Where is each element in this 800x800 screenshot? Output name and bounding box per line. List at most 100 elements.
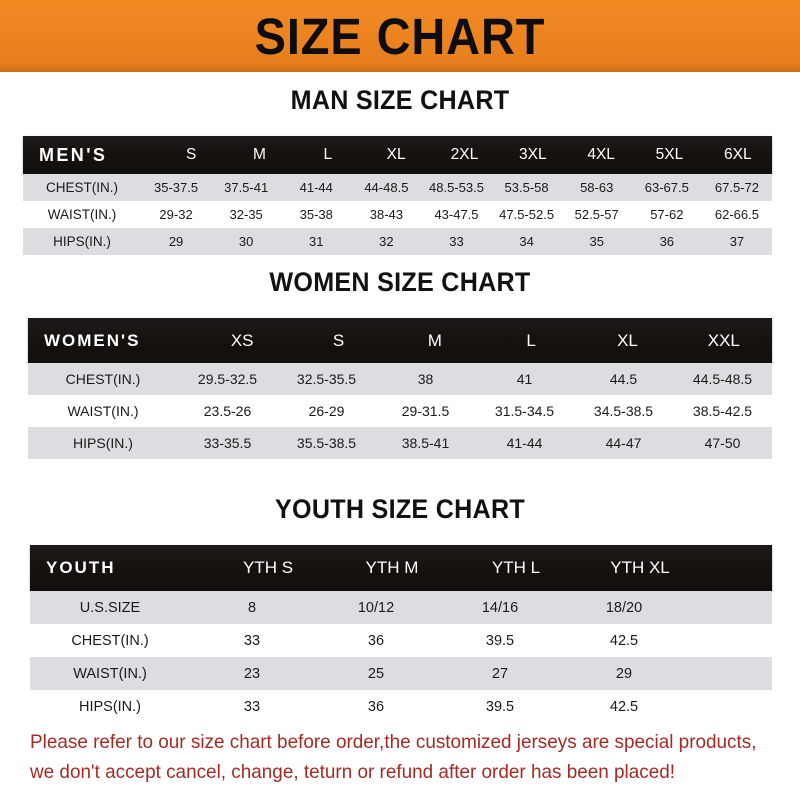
- order-policy-note: Please refer to our size chart before or…: [30, 727, 756, 787]
- men-hips-l: 31: [309, 234, 324, 249]
- youth-chest-s: 33: [243, 632, 261, 649]
- women-size-header-xs: XS: [230, 330, 254, 350]
- women-size-header-xxl: XXL: [707, 330, 740, 350]
- youth-us-size-s: 8: [247, 599, 257, 616]
- women-size-header-s: S: [332, 330, 345, 350]
- youth-chest-l: 39.5: [485, 632, 515, 649]
- men-waist-3xl: 47.5-52.5: [499, 207, 555, 222]
- women-hips-s: 35.5-38.5: [296, 435, 357, 451]
- women-hips-xl: 44-47: [605, 435, 642, 451]
- women-chest-l: 41: [516, 371, 533, 387]
- table-row: WAIST(IN.) 29-32 32-35 35-38 38-43 43-47…: [23, 201, 772, 228]
- women-hips-xs: 33-35.5: [203, 435, 252, 451]
- youth-us-size-m: 10/12: [357, 599, 395, 616]
- men-waist-6xl: 62-66.5: [714, 207, 759, 222]
- women-size-header-l: L: [526, 330, 536, 350]
- table-row: CHEST(IN.) 29.5-32.5 32.5-35.5 38 41 44.…: [28, 363, 772, 395]
- table-row: CHEST(IN.) 33 36 39.5 42.5: [30, 624, 772, 657]
- table-row: CHEST(IN.) 35-37.5 37.5-41 41-44 44-48.5…: [23, 174, 772, 201]
- women-row-label-waist: WAIST(IN.): [67, 403, 139, 419]
- youth-size-header-l: YTH L: [491, 558, 541, 577]
- women-row-label-chest: CHEST(IN.): [65, 371, 141, 387]
- men-size-header-2xl: 2XL: [450, 146, 479, 163]
- men-waist-s: 29-32: [159, 207, 193, 222]
- men-section-title: MAN SIZE CHART: [290, 85, 510, 115]
- men-waist-xl: 38-43: [369, 207, 403, 222]
- youth-size-header-s: YTH S: [242, 558, 294, 577]
- men-size-header-l: L: [323, 146, 333, 163]
- men-size-header-5xl: 5XL: [655, 146, 684, 163]
- men-waist-m: 32-35: [229, 207, 263, 222]
- men-waist-5xl: 57-62: [650, 207, 684, 222]
- youth-us-size-l: 14/16: [481, 599, 519, 616]
- women-header-label: WOMEN'S: [44, 330, 141, 350]
- youth-waist-xl: 29: [615, 665, 633, 682]
- men-chest-6xl: 67.5-72: [714, 180, 759, 195]
- youth-section-title: YOUTH SIZE CHART: [275, 494, 525, 524]
- men-table-header-row: MEN'S S M L XL 2XL 3XL 4XL 5XL 6XL: [23, 136, 772, 174]
- women-chest-xxl: 44.5-48.5: [692, 371, 753, 387]
- men-size-header-4xl: 4XL: [587, 146, 615, 163]
- men-waist-l: 35-38: [299, 207, 333, 222]
- table-row: HIPS(IN.) 33 36 39.5 42.5: [30, 690, 772, 723]
- women-waist-m: 29-31.5: [401, 403, 450, 419]
- order-policy-line-1: Please refer to our size chart before or…: [30, 731, 757, 753]
- women-hips-l: 41-44: [506, 435, 543, 451]
- table-row: HIPS(IN.) 33-35.5 35.5-38.5 38.5-41 41-4…: [28, 427, 772, 459]
- women-row-label-hips: HIPS(IN.): [73, 435, 133, 451]
- youth-chest-xl: 42.5: [609, 632, 639, 649]
- men-hips-m: 30: [238, 234, 254, 249]
- women-waist-xs: 23.5-26: [203, 403, 252, 419]
- women-section-title: WOMEN SIZE CHART: [269, 267, 531, 297]
- men-chest-5xl: 63-67.5: [644, 180, 689, 195]
- men-size-header-xl: XL: [386, 146, 406, 163]
- women-chest-xs: 29.5-32.5: [197, 371, 258, 387]
- women-size-header-m: M: [427, 330, 442, 350]
- men-row-label-hips: HIPS(IN.): [53, 234, 111, 249]
- men-waist-4xl: 52.5-57: [574, 207, 619, 222]
- women-waist-l: 31.5-34.5: [494, 403, 555, 419]
- men-size-header-3xl: 3XL: [519, 146, 547, 163]
- men-chest-xl: 44-48.5: [364, 180, 409, 195]
- men-hips-6xl: 37: [729, 234, 745, 249]
- youth-size-header-m: YTH M: [365, 558, 419, 577]
- women-chest-xl: 44.5: [609, 371, 638, 387]
- women-table-header-row: WOMEN'S XS S M L XL XXL: [28, 318, 772, 363]
- men-chest-m: 37.5-41: [224, 180, 269, 195]
- youth-table-header-row: YOUTH YTH S YTH M YTH L YTH XL: [30, 545, 772, 591]
- women-hips-m: 38.5-41: [401, 435, 450, 451]
- women-size-header-xl: XL: [617, 330, 638, 350]
- youth-us-size-xl: 18/20: [605, 599, 643, 616]
- men-chest-3xl: 53.5-58: [504, 180, 549, 195]
- men-hips-4xl: 35: [589, 234, 604, 249]
- table-row: HIPS(IN.) 29 30 31 32 33 34 35 36 37: [23, 228, 772, 255]
- women-chest-m: 38: [417, 371, 434, 387]
- size-chart-banner: SIZE CHART: [0, 0, 800, 72]
- youth-header-label: YOUTH: [46, 558, 116, 577]
- women-size-table: WOMEN'S XS S M L XL XXL CHEST(IN.) 29.5-…: [28, 318, 772, 459]
- men-hips-s: 29: [168, 234, 184, 249]
- men-size-table: MEN'S S M L XL 2XL 3XL 4XL 5XL 6XL CHEST…: [23, 136, 772, 255]
- women-waist-xl: 34.5-38.5: [593, 403, 654, 419]
- men-chest-l: 41-44: [299, 180, 333, 195]
- men-header-label: MEN'S: [39, 144, 108, 165]
- men-size-header-m: M: [253, 146, 266, 163]
- order-policy-line-2: we don't accept cancel, change, teturn o…: [30, 761, 676, 783]
- youth-row-label-waist: WAIST(IN.): [73, 665, 147, 682]
- men-chest-2xl: 48.5-53.5: [429, 180, 484, 195]
- men-chest-s: 35-37.5: [154, 180, 199, 195]
- men-row-label-waist: WAIST(IN.): [47, 207, 117, 222]
- youth-waist-l: 27: [491, 665, 509, 682]
- table-row: WAIST(IN.) 23.5-26 26-29 29-31.5 31.5-34…: [28, 395, 772, 427]
- youth-waist-s: 23: [243, 665, 261, 682]
- youth-size-header-xl: YTH XL: [610, 558, 670, 577]
- men-hips-3xl: 34: [519, 234, 534, 249]
- men-size-header-6xl: 6XL: [723, 146, 752, 163]
- youth-row-label-hips: HIPS(IN.): [78, 698, 142, 715]
- men-size-header-s: S: [185, 146, 197, 163]
- youth-hips-xl: 42.5: [609, 698, 639, 715]
- women-waist-s: 26-29: [308, 403, 345, 419]
- page-title: SIZE CHART: [254, 7, 546, 65]
- women-hips-xxl: 47-50: [704, 435, 741, 451]
